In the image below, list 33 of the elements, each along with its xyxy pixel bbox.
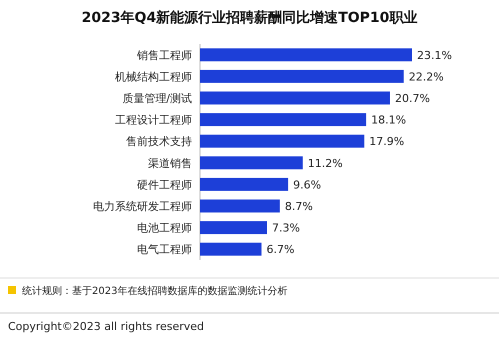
data-label: 20.7% [394, 92, 430, 105]
chart-title: 2023年Q4新能源行业招聘薪酬同比增速TOP10职业 [82, 9, 418, 26]
y-tick-label: 渠道销售 [148, 156, 192, 170]
bar [200, 200, 280, 212]
y-tick-label: 工程设计工程师 [115, 114, 192, 127]
text: 统计规则：基于2023年在线招聘数据库的数据监测统计分析 [22, 285, 288, 297]
y-tick-label: 电力系统研发工程师 [93, 200, 192, 213]
y-tick-label: 质量管理/测试 [122, 92, 192, 105]
bar [200, 92, 390, 104]
data-label: 11.2% [308, 156, 343, 170]
bar [200, 242, 262, 256]
y-tick-label: 电池工程师 [137, 222, 192, 235]
bar [200, 48, 412, 62]
y-tick-label: 机械结构工程师 [115, 70, 192, 84]
data-label: 8.7% [284, 200, 313, 213]
y-tick-label: 售前技术支持 [126, 135, 192, 148]
bar [200, 70, 404, 83]
y-tick-label: 销售工程师 [136, 48, 192, 62]
text: Copyright©2023 all rights reserved [8, 320, 204, 333]
data-label: 18.1% [371, 114, 406, 127]
bar [200, 156, 303, 170]
data-label: 7.3% [272, 222, 300, 235]
y-tick-label: 硬件工程师 [137, 178, 192, 192]
bar [200, 134, 364, 148]
data-label: 22.2% [408, 70, 444, 84]
data-label: 6.7% [266, 243, 294, 256]
bar [200, 221, 267, 234]
bar [200, 178, 288, 191]
data-label: 17.9% [369, 135, 404, 148]
y-tick-label: 电气工程师 [137, 243, 192, 256]
data-label: 9.6% [293, 178, 322, 192]
bar [200, 113, 366, 126]
data-label: 23.1% [417, 48, 452, 62]
